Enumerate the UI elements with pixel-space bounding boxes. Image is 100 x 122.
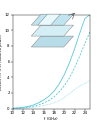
Polygon shape (31, 14, 74, 25)
Y-axis label: Losses (in % of radiated power): Losses (in % of radiated power) (0, 33, 3, 90)
X-axis label: f (GHz): f (GHz) (44, 117, 58, 121)
Polygon shape (31, 25, 74, 36)
Polygon shape (38, 14, 60, 25)
Polygon shape (31, 36, 74, 47)
